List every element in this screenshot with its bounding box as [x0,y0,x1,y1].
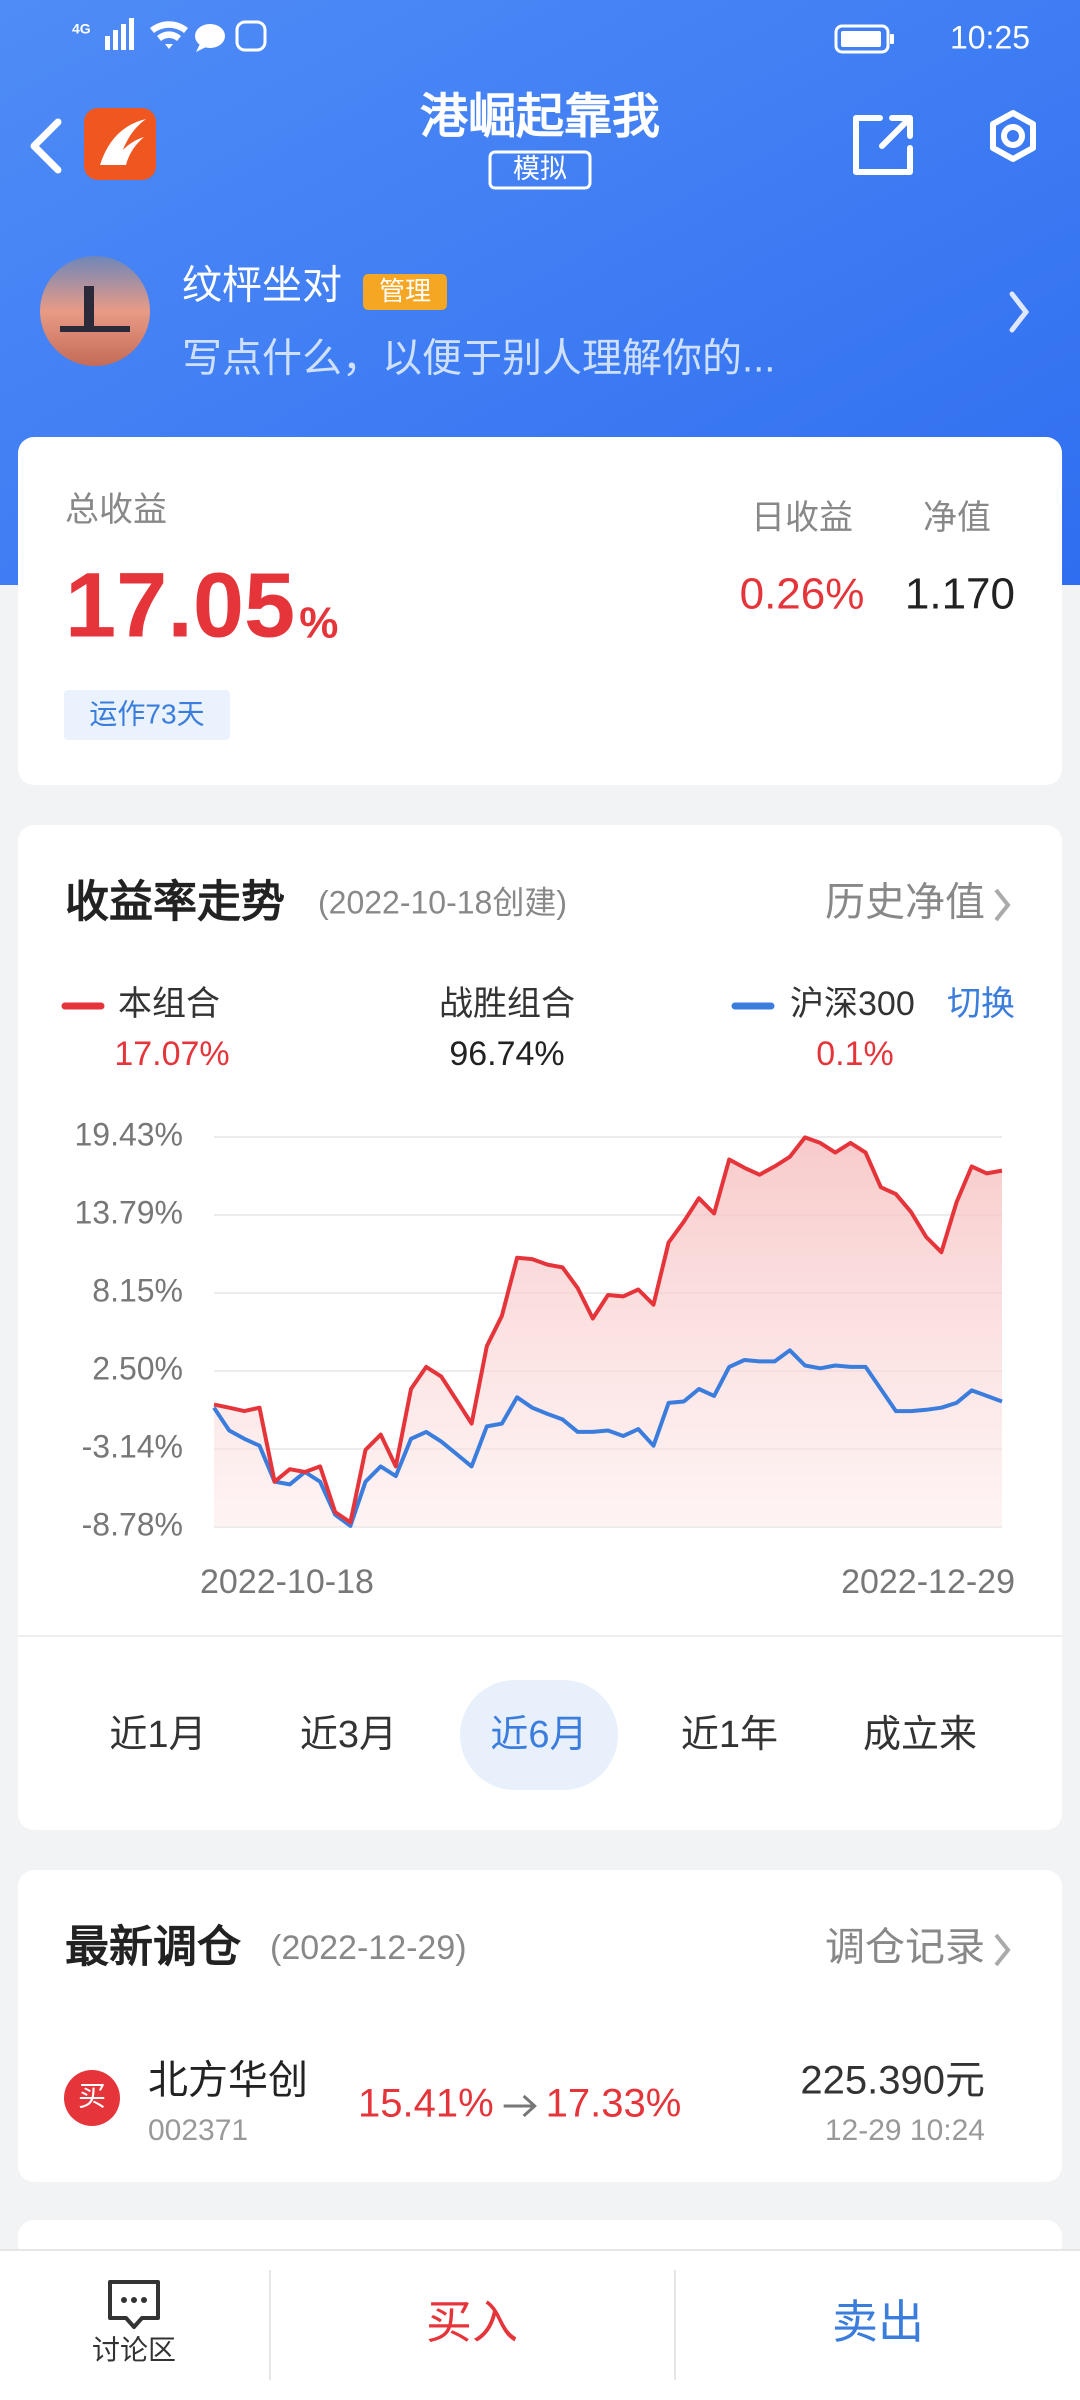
y-tick-label: -8.78% [82,1506,183,1542]
arrow [503,2094,537,2118]
chevron [994,1933,1011,1967]
discuss-label[interactable]: 讨论区 [92,2334,176,2365]
status-icons [105,18,894,54]
y-tick-label: 19.43% [74,1116,183,1152]
range-tab-selected [460,1680,618,1790]
network-label: 4G [72,21,91,37]
range-tab[interactable]: 近3月 [300,1714,397,1756]
range-tab[interactable]: 近1年 [681,1714,778,1756]
rebalance-card [18,1870,1062,2182]
nav-value: 1.170 [905,570,1015,619]
mode-badge [488,150,592,190]
role-badge [363,274,447,310]
days-badge [64,690,230,740]
profile-bio: 写点什么，以便于别人理解你的... [182,337,775,381]
chevron [994,888,1011,922]
trade-price: 225.390元 [800,2059,985,2103]
page-title: 港崛起靠我 [420,91,660,144]
role-badge-text: 管理 [379,276,431,306]
series-line [213,1135,1003,1525]
series-line [212,1348,1003,1528]
range-tab[interactable]: 近1月 [109,1714,206,1756]
switch-button[interactable]: 切换 [947,985,1015,1023]
total-unit: % [299,599,338,648]
nav-label: 净值 [923,499,991,537]
bottom-bar [0,2250,1080,2400]
chart-title: 收益率走势 [65,878,285,927]
rebalance-title: 最新调仓 [65,1923,242,1972]
legend-name: 本组合 [118,985,220,1023]
y-tick-label: 13.79% [74,1194,183,1230]
discuss-icon[interactable] [108,2280,160,2329]
x-tick-label: 2022-10-18 [200,1563,374,1601]
mode-badge-text: 模拟 [513,154,567,184]
sell-button[interactable]: 卖出 [832,2296,924,2348]
back-button[interactable] [30,118,62,174]
share-button[interactable] [853,115,913,175]
area [214,1137,1002,1527]
legend-value: 0.1% [816,1035,894,1073]
weight-from: 15.41% [358,2082,494,2126]
beat-value: 96.74% [449,1035,564,1073]
profile-chevron[interactable] [1009,291,1030,333]
rebalance-link[interactable]: 调仓记录 [825,1926,985,1970]
stock-name: 北方华创 [148,2059,308,2103]
action-text: 买 [78,2080,106,2111]
rebalance-date: (2022-12-29) [270,1929,467,1967]
history-link[interactable]: 历史净值 [825,881,985,925]
daily-value: 0.26% [740,570,865,619]
discuss-icon-dots [121,2297,147,2303]
action-badge [64,2070,120,2126]
beat-label: 战胜组合 [439,985,575,1023]
x-tick-label: 2022-12-29 [841,1563,1015,1601]
range-tab[interactable]: 近6月 [490,1714,587,1756]
total-value: 17.05 [65,554,295,656]
settings-button[interactable] [990,110,1036,162]
profile-name: 纹枰坐对 [182,264,342,308]
avatar [40,256,150,366]
y-tick-label: 8.15% [92,1272,183,1308]
days-text: 运作73天 [89,698,204,729]
total-label: 总收益 [65,491,167,529]
y-tick-label: -3.14% [82,1428,183,1464]
daily-label: 日收益 [751,499,853,537]
y-tick-label: 2.50% [92,1351,183,1387]
range-tab[interactable]: 成立来 [863,1714,977,1756]
buy-button[interactable]: 买入 [426,2296,518,2348]
chart-subtitle: (2022-10-18创建) [318,884,567,920]
weight-to: 17.33% [546,2082,682,2126]
status-time: 10:25 [950,19,1030,55]
stock-code: 002371 [148,2114,248,2147]
legend-value: 17.07% [114,1035,229,1073]
legend-name: 沪深300 [790,985,915,1023]
trade-time: 12-29 10:24 [825,2114,985,2147]
app-logo [84,108,156,180]
summary-card [18,437,1062,785]
